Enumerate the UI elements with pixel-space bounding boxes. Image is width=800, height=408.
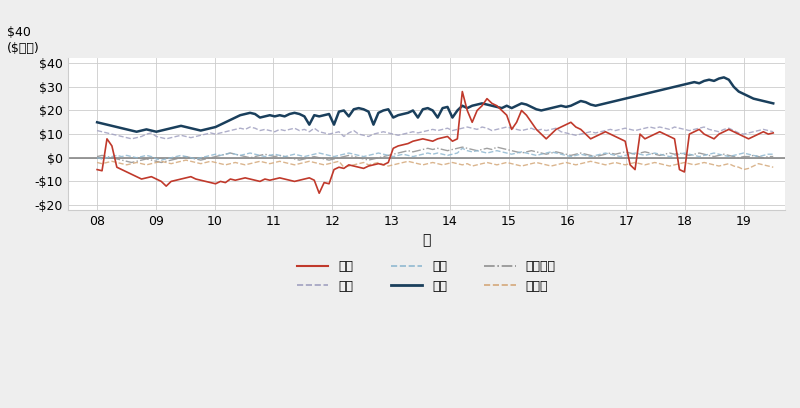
Text: $40
($十亿): $40 ($十亿) [6,27,39,55]
Legend: 亚洲, 欧洲, 非洲, 北美, 拉丁美洲, 大洋洲: 亚洲, 欧洲, 非洲, 北美, 拉丁美洲, 大洋洲 [292,255,561,297]
X-axis label: 年: 年 [422,233,430,247]
